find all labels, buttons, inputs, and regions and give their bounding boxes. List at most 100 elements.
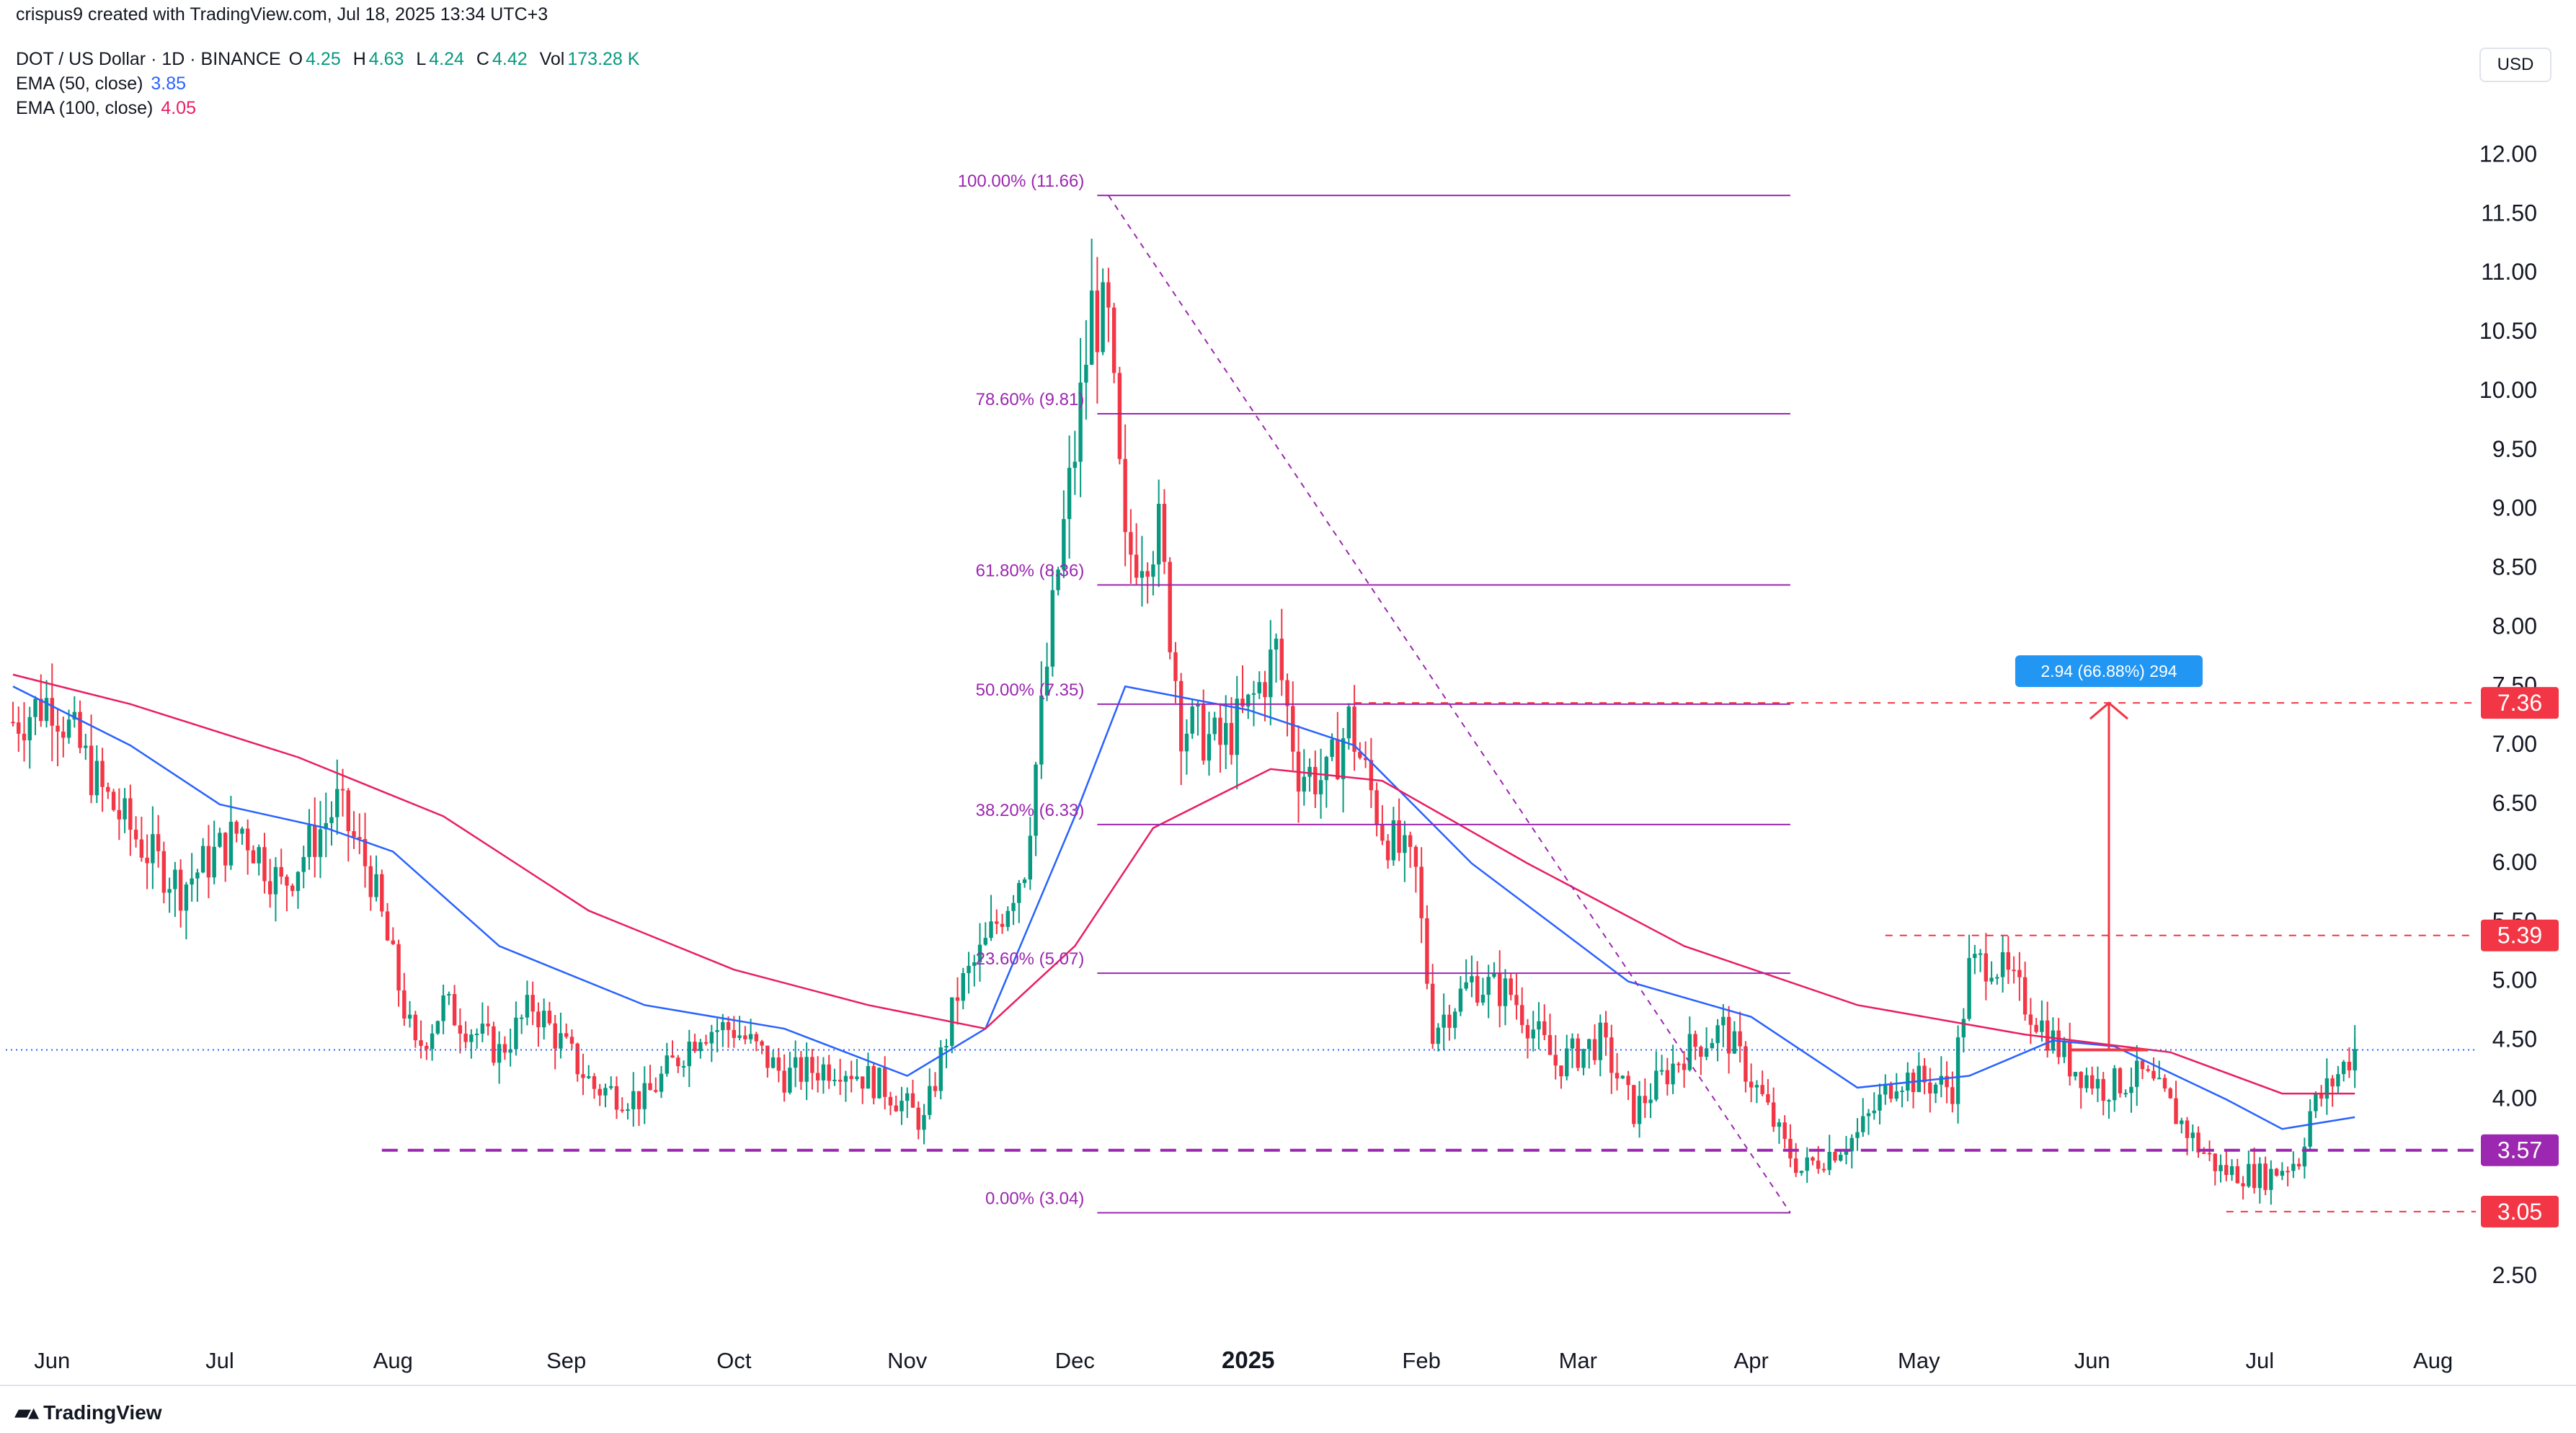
candle-body	[1464, 982, 1468, 989]
candle-body	[1754, 1085, 1759, 1088]
candle-body	[894, 1105, 898, 1112]
ema100-legend[interactable]: EMA (100, close) 4.05	[16, 98, 199, 119]
candle-body	[933, 1086, 938, 1091]
candle-body	[1369, 760, 1374, 791]
candle-body	[1620, 1075, 1625, 1079]
candle-body	[1358, 751, 1362, 758]
candle-body	[251, 850, 256, 864]
candle-body	[626, 1109, 630, 1112]
candle-body	[2202, 1152, 2206, 1154]
candle-body	[1385, 840, 1390, 861]
candle-body	[2247, 1163, 2251, 1186]
candle-body	[1799, 1171, 1804, 1174]
candle-body	[335, 789, 339, 817]
measure-arrow-head	[2089, 701, 2128, 720]
candle-body	[1134, 554, 1139, 578]
currency-button[interactable]: USD	[2479, 48, 2551, 82]
candle-body	[1162, 503, 1167, 562]
candle-body	[2067, 1041, 2072, 1077]
candle-body	[1961, 1019, 1966, 1038]
candle-body	[1509, 978, 1513, 995]
candle-body	[2190, 1132, 2195, 1138]
x-tick-label: Jun	[2074, 1348, 2110, 1373]
candle-body	[374, 874, 378, 897]
candle-body	[2319, 1093, 2324, 1099]
candle-body	[458, 1025, 463, 1034]
candle-body	[1346, 706, 1351, 739]
candle-body	[821, 1064, 826, 1081]
candle-body	[2157, 1078, 2162, 1080]
candle-body	[2140, 1060, 2145, 1070]
candle-body	[1604, 1022, 1608, 1038]
y-tick-label: 9.50	[2492, 436, 2537, 462]
y-tick-label: 6.50	[2492, 790, 2537, 816]
candle-body	[106, 786, 110, 792]
candle-body	[1229, 722, 1234, 755]
candle-body	[748, 1034, 753, 1039]
support-price-tag-text: 3.57	[2497, 1137, 2542, 1163]
candle-body	[2118, 1068, 2123, 1093]
candle-body	[313, 825, 317, 857]
candle-body	[1978, 953, 1983, 955]
ema50-label: EMA (50, close)	[16, 74, 143, 94]
candle-body	[1928, 1082, 1932, 1094]
candle-body	[1486, 977, 1491, 995]
candle-body	[569, 1037, 574, 1044]
candle-body	[1111, 307, 1116, 373]
candle-body	[1732, 1031, 1737, 1054]
candle-body	[703, 1042, 709, 1044]
candle-body	[598, 1088, 602, 1096]
candle-body	[732, 1029, 737, 1038]
fib-level-label: 0.00% (3.04)	[985, 1189, 1084, 1208]
candle-body	[1307, 766, 1312, 777]
candle-body	[2291, 1163, 2296, 1171]
candle-body	[212, 846, 216, 878]
candle-body	[324, 822, 328, 830]
candle-body	[240, 828, 244, 834]
candle-body	[33, 698, 37, 717]
candle-body	[2180, 1120, 2184, 1124]
candle-body	[273, 866, 278, 895]
candle-body	[1145, 571, 1150, 577]
ema50-legend[interactable]: EMA (50, close) 3.85	[16, 74, 189, 94]
candle-body	[1318, 780, 1323, 795]
candle-body	[698, 1042, 703, 1052]
candle-body	[1721, 1016, 1726, 1026]
tradingview-logo[interactable]: ▰▴ TradingView	[14, 1400, 162, 1425]
low-value: 4.24	[429, 49, 464, 69]
candle-body	[1771, 1102, 1776, 1127]
candle-body	[435, 1021, 440, 1034]
candle-body	[631, 1091, 636, 1109]
candle-body	[346, 790, 350, 832]
fib-level-label: 50.00% (7.35)	[976, 680, 1085, 700]
candle-body	[955, 997, 960, 1001]
candle-body	[1967, 958, 1971, 1019]
candle-body	[900, 1101, 904, 1112]
x-tick-label: May	[1898, 1348, 1940, 1373]
x-tick-label: Nov	[887, 1348, 928, 1373]
y-tick-label: 10.50	[2479, 318, 2537, 344]
candle-body	[983, 938, 988, 945]
candle-body	[2330, 1078, 2335, 1087]
candle-body	[1184, 733, 1189, 752]
axis-layer: 2.503.003.504.004.505.005.506.006.507.00…	[0, 141, 2576, 1386]
candles-layer	[11, 239, 2357, 1205]
candle-body	[977, 944, 982, 963]
candle-body	[944, 1045, 949, 1048]
y-tick-label: 2.50	[2492, 1262, 2537, 1288]
candle-body	[391, 940, 396, 944]
candle-body	[2151, 1070, 2156, 1079]
candle-body	[1816, 1161, 1821, 1169]
candle-body	[89, 745, 94, 796]
candle-body	[2084, 1075, 2089, 1088]
candle-body	[1939, 1075, 1944, 1085]
candle-body	[1492, 972, 1496, 977]
y-tick-label: 7.00	[2492, 731, 2537, 757]
candle-body	[1095, 290, 1100, 352]
symbol-title[interactable]: DOT / US Dollar · 1D · BINANCE	[16, 49, 281, 69]
candle-body	[441, 995, 445, 1021]
candle-body	[603, 1088, 608, 1096]
candle-body	[1581, 1049, 1586, 1068]
candle-body	[1715, 1025, 1720, 1044]
